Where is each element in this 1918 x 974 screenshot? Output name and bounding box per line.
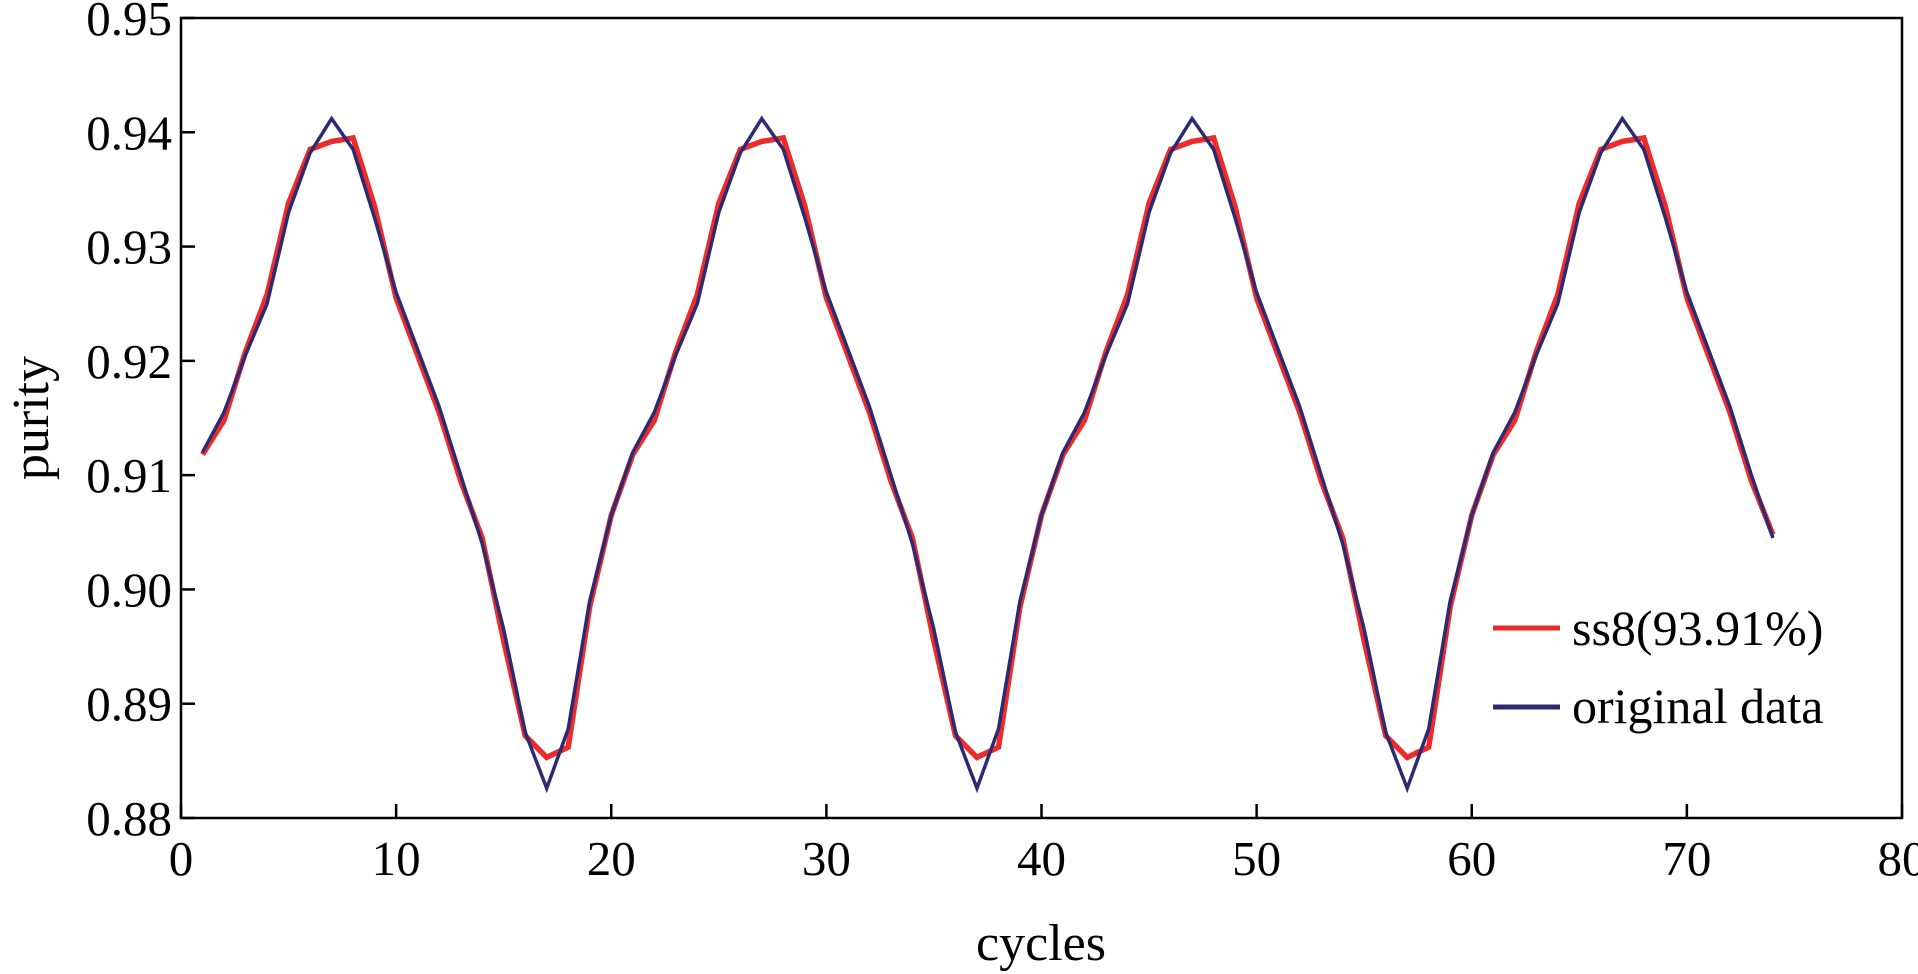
legend-label-ss8: ss8(93.91%) bbox=[1572, 600, 1823, 656]
y-tick-label: 0.90 bbox=[86, 562, 172, 617]
x-tick-label: 30 bbox=[802, 831, 851, 886]
x-tick-label: 10 bbox=[372, 831, 421, 886]
series-layer bbox=[200, 115, 1776, 794]
x-tick-label: 40 bbox=[1017, 831, 1066, 886]
y-tick-label: 0.89 bbox=[86, 677, 172, 732]
ticks-layer bbox=[179, 16, 1904, 820]
y-tick-label: 0.88 bbox=[86, 791, 172, 846]
y-tick-label: 0.93 bbox=[86, 220, 172, 275]
x-axis-title: cycles bbox=[976, 915, 1106, 972]
legend: ss8(93.91%) original data bbox=[1493, 600, 1823, 734]
legend-label-original-data: original data bbox=[1572, 678, 1823, 734]
x-tick-label: 50 bbox=[1232, 831, 1281, 886]
x-tick-label: 60 bbox=[1447, 831, 1496, 886]
x-tick-label: 80 bbox=[1878, 831, 1918, 886]
y-tick-label: 0.95 bbox=[86, 0, 172, 46]
y-tick-label: 0.91 bbox=[86, 448, 172, 503]
x-tick-label: 70 bbox=[1662, 831, 1711, 886]
x-tick-label: 0 bbox=[169, 831, 194, 886]
tick-labels-layer: 0 10 20 30 40 50 60 70 80 0.88 0.89 0.90 0.91 0.92 0.9… bbox=[86, 0, 1918, 886]
y-tick-label: 0.94 bbox=[86, 105, 172, 160]
y-axis-title: purity bbox=[3, 356, 60, 480]
series-line-1 bbox=[200, 115, 1775, 794]
series-line-0 bbox=[200, 134, 1776, 761]
x-tick-label: 20 bbox=[587, 831, 636, 886]
y-tick-label: 0.92 bbox=[86, 334, 172, 389]
